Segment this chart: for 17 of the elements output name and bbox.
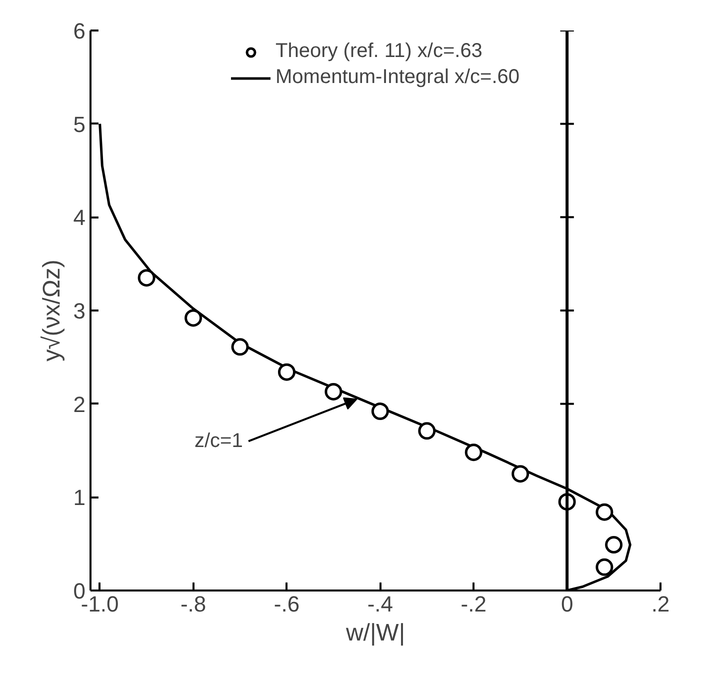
y-tick-label: 6 (73, 18, 86, 44)
x-tick-label: -.8 (180, 592, 206, 616)
y-tick-label: 4 (73, 205, 86, 230)
x-tick-label: -.6 (274, 592, 300, 616)
y-tick-label: 5 (73, 112, 86, 137)
x-tick-label: .2 (651, 592, 670, 616)
legend-label: Momentum-Integral x/c=.60 (276, 66, 520, 89)
x-tick-label: -.4 (367, 592, 394, 616)
y-axis-title: y√(νx/Ωz) (38, 260, 66, 362)
x-tick-label: 0 (560, 592, 574, 616)
x-axis-title: w/|W| (344, 620, 406, 646)
legend-label: Theory (ref. 11) x/c=.63 (276, 40, 482, 63)
annotation: z/c=1 (194, 430, 243, 452)
x-tick-label: -.2 (460, 592, 486, 616)
y-tick-label: 1 (73, 485, 86, 510)
y-tick-label: 2 (73, 392, 86, 417)
y-tick-label: 3 (73, 298, 86, 324)
